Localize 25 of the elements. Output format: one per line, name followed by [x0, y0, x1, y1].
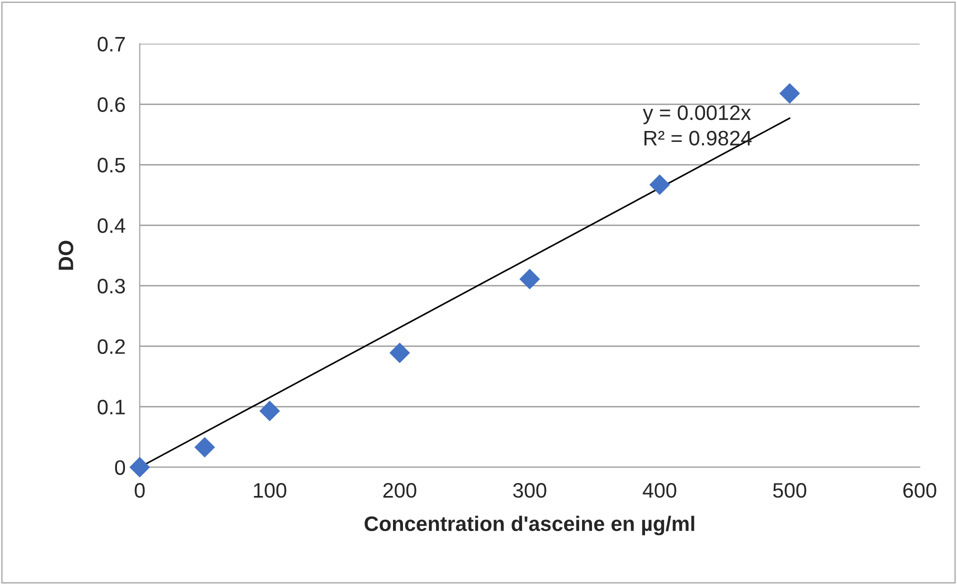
x-tick-label: 500	[773, 483, 806, 498]
y-tick-label: 0.4	[98, 218, 126, 234]
x-tick-label: 0	[134, 483, 145, 498]
y-tick-label: 0.1	[98, 400, 125, 414]
point	[649, 174, 670, 196]
point	[779, 83, 800, 104]
y-tick-label: 0.6	[98, 97, 125, 112]
annotation: y = 0.0012x R² = 0.9824	[642, 105, 752, 146]
x-tick-label: 200	[383, 483, 416, 498]
point	[259, 400, 280, 422]
y-tick-label: 0.5	[98, 158, 125, 173]
point	[129, 456, 150, 478]
x-tick-label: 300	[513, 483, 546, 498]
y-tick-label: 0	[115, 460, 126, 475]
point	[389, 342, 410, 364]
x-tick-label: 100	[254, 483, 286, 498]
x-axis-title: Concentration d'asceine en µg/ml	[364, 516, 694, 536]
point	[194, 436, 216, 458]
y-axis-title: DO	[58, 240, 74, 270]
point	[519, 268, 540, 290]
y-tick-label: 0.3	[98, 278, 125, 294]
x-tick-label: 400	[642, 483, 676, 498]
y-tick-label: 0.7	[98, 36, 125, 52]
y-tick-label: 0.2	[98, 339, 125, 354]
x-tick-label: 600	[903, 483, 936, 498]
